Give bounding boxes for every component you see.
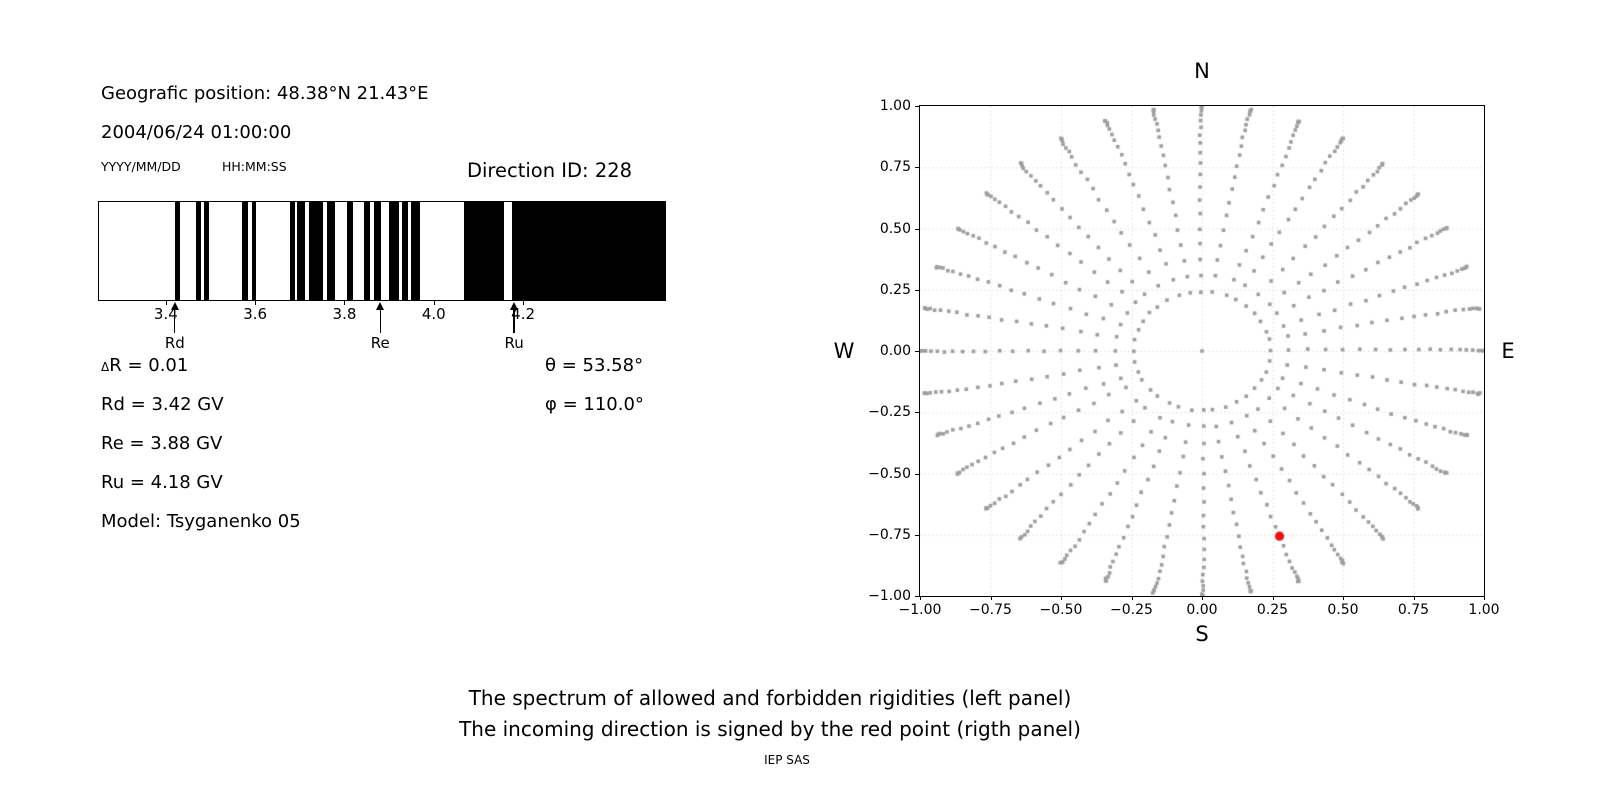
x-tick — [990, 596, 992, 600]
forbidden-band — [326, 202, 336, 300]
x-tick-label: −0.75 — [969, 602, 1012, 618]
value-rd: Rd = 3.42 GV — [101, 394, 224, 415]
x-tick — [1343, 596, 1344, 600]
y-tick — [915, 596, 919, 597]
forbidden-band — [196, 202, 202, 300]
x-tick — [920, 596, 921, 600]
direction-id-label: Direction ID: 228 — [467, 159, 633, 182]
value-re: Re = 3.88 GV — [101, 433, 223, 454]
x-tick-label: 1.00 — [1468, 602, 1500, 618]
y-tick-label: −1.00 — [868, 588, 911, 604]
x-tick — [1484, 596, 1485, 600]
forbidden-band — [374, 202, 381, 300]
forbidden-band — [174, 202, 181, 300]
x-tick-label: −0.50 — [1039, 602, 1083, 618]
compass-label-east: E — [1501, 339, 1515, 363]
re-arrow-icon — [376, 302, 385, 310]
spectrum-tick-label: 4.0 — [421, 305, 446, 323]
compass-label-west: W — [833, 339, 855, 363]
x-tick-label: −0.25 — [1110, 602, 1153, 618]
time-format-label: HH:MM:SS — [222, 159, 287, 174]
credit-label: IEP SAS — [764, 753, 810, 767]
caption-line-1: The spectrum of allowed and forbidden ri… — [468, 686, 1072, 710]
y-tick — [915, 351, 919, 352]
x-tick — [1272, 596, 1274, 600]
y-tick — [915, 106, 919, 107]
ru-marker-label: Ru — [504, 334, 524, 352]
re-arrow-stem — [379, 309, 381, 333]
x-tick-label: 0.75 — [1397, 602, 1430, 618]
value-phi: φ = 110.0° — [545, 394, 644, 415]
x-tick — [1061, 596, 1062, 600]
forbidden-band — [389, 202, 400, 300]
spectrum-tick-label: 3.6 — [243, 305, 268, 323]
rd-arrow-icon — [170, 302, 179, 310]
rigidity-spectrum-panel — [98, 201, 666, 301]
x-tick-label: 0.25 — [1256, 602, 1289, 618]
rigidity-spectrum-axis: 3.4 3.6 3.8 4.0 4.2 Rd Re Ru — [98, 301, 666, 361]
forbidden-band — [464, 202, 505, 300]
value-delta-r: ΔR = 0.01 — [101, 355, 189, 377]
y-tick-label: −0.50 — [868, 465, 911, 482]
x-tick — [1413, 596, 1415, 600]
x-tick-label: 0.00 — [1186, 602, 1218, 618]
spectrum-tick — [344, 301, 346, 305]
date-format-label: YYYY/MM/DD — [101, 159, 181, 174]
compass-label-north: N — [1194, 59, 1210, 83]
y-tick-label: −0.75 — [868, 526, 911, 543]
y-tick-label: 0.75 — [879, 159, 911, 176]
y-tick-label: 0.00 — [879, 343, 911, 359]
direction-plot-canvas — [920, 106, 1484, 596]
delta-r-text: R = 0.01 — [109, 355, 189, 376]
forbidden-band — [289, 202, 296, 300]
direction-plot: N S W E −1.00 −0.75 −0.50 −0.25 0.00 0.25 0.50… — [834, 59, 1515, 646]
rd-arrow-stem — [174, 309, 176, 333]
forbidden-band — [363, 202, 370, 300]
x-tick — [1202, 596, 1203, 600]
ru-arrow-stem — [513, 309, 515, 333]
model-label: Model: Tsyganenko 05 — [101, 511, 301, 532]
forbidden-band — [204, 202, 209, 300]
value-ru: Ru = 4.18 GV — [101, 472, 223, 493]
spectrum-tick — [255, 301, 257, 305]
ru-arrow-icon — [510, 302, 519, 310]
forbidden-band — [242, 202, 248, 300]
compass-label-south: S — [1195, 622, 1209, 646]
spectrum-tick — [523, 301, 525, 305]
forbidden-band — [402, 202, 408, 300]
observation-datetime: 2004/06/24 01:00:00 — [101, 122, 292, 143]
x-tick-label: −1.00 — [898, 602, 942, 618]
y-tick — [915, 289, 919, 291]
spectrum-tick — [165, 301, 167, 305]
y-tick — [915, 167, 919, 169]
delta-symbol: Δ — [101, 360, 110, 374]
y-tick-label: 0.50 — [879, 220, 911, 237]
y-tick-label: 1.00 — [879, 98, 911, 114]
y-tick-label: −0.25 — [868, 404, 911, 421]
forbidden-band — [297, 202, 306, 300]
y-tick — [915, 473, 919, 475]
y-tick — [915, 412, 919, 414]
forbidden-band — [308, 202, 324, 300]
forbidden-band — [511, 202, 666, 300]
geo-position-text: Geografic position: 48.38°N 21.43°E — [101, 83, 429, 104]
y-tick-label: 0.25 — [879, 281, 911, 298]
x-tick-label: 0.50 — [1327, 602, 1359, 618]
y-tick — [915, 228, 919, 230]
spectrum-tick — [433, 301, 435, 305]
rd-marker-label: Rd — [164, 334, 185, 352]
forbidden-band — [251, 202, 257, 300]
y-tick — [915, 534, 919, 536]
caption-line-2: The incoming direction is signed by the … — [459, 717, 1081, 741]
forbidden-band — [411, 202, 420, 300]
spectrum-tick-label: 3.8 — [332, 305, 357, 323]
value-theta: θ = 53.58° — [545, 355, 644, 376]
x-tick — [1131, 596, 1133, 600]
re-marker-label: Re — [370, 334, 390, 352]
forbidden-band — [347, 202, 353, 300]
